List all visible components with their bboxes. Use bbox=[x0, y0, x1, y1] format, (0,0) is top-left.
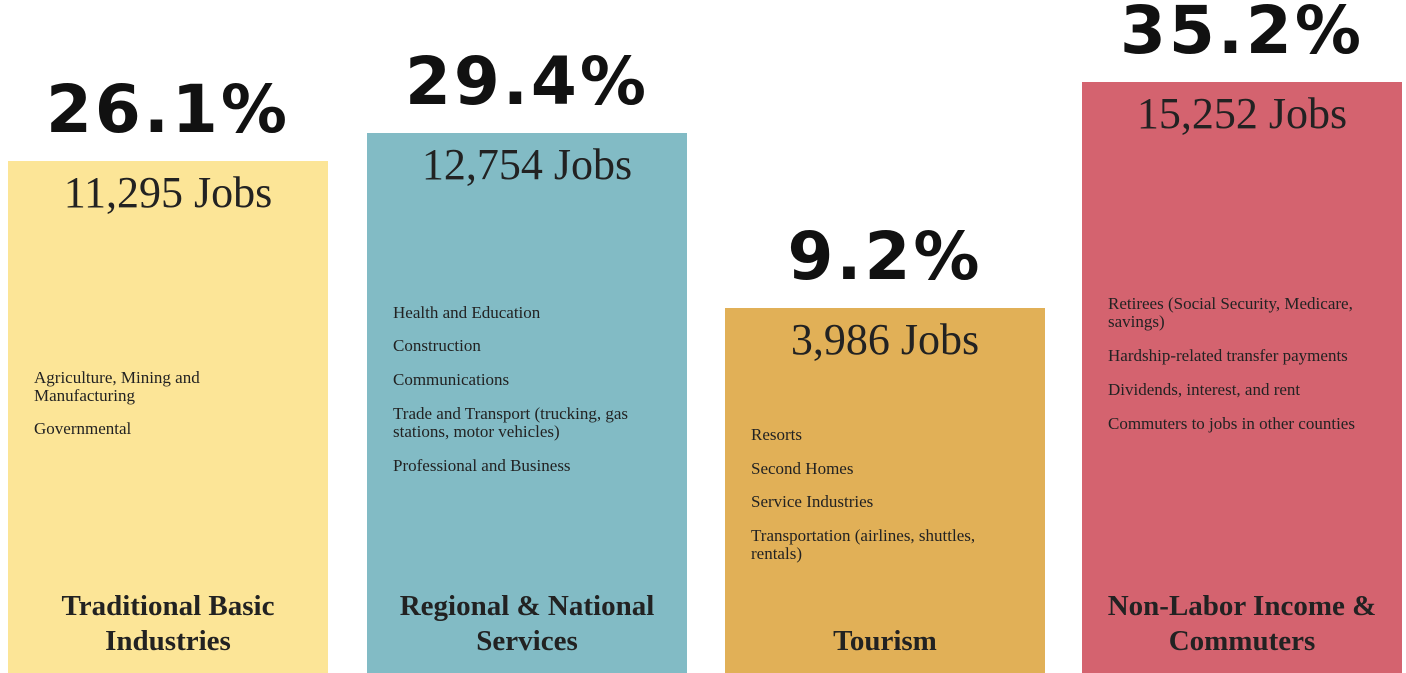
bar: 15,252 Jobs Retirees (Social Security, Me… bbox=[1082, 82, 1402, 673]
jobs-label: 15,252 Jobs bbox=[1136, 89, 1348, 139]
item: Service Industries bbox=[751, 492, 874, 512]
jobs-label: 3,986 Jobs bbox=[790, 315, 980, 365]
item: Governmental bbox=[34, 419, 132, 439]
category-label: Traditional Basic Industries bbox=[61, 590, 275, 658]
bar: 11,295 Jobs Agriculture, Mining and Manuf… bbox=[8, 161, 328, 673]
item-list: Retirees (Social Security, Medicare, sav… bbox=[1082, 139, 1402, 590]
category-label: Regional & National Services bbox=[399, 590, 655, 658]
value-label: 26.1% bbox=[46, 71, 290, 149]
item-list: Health and Education Construction Communic… bbox=[367, 189, 687, 590]
value-label: 29.4% bbox=[405, 42, 649, 120]
item: Professional and Business bbox=[393, 455, 571, 475]
item: Resorts bbox=[751, 424, 802, 444]
jobs-label: 12,754 Jobs bbox=[421, 139, 633, 189]
column: 29.4% 12,754 Jobs Health and Education Cons… bbox=[367, 43, 687, 673]
bar: 12,754 Jobs Health and Education Construct… bbox=[367, 132, 687, 673]
item: Agriculture, Mining and Manufacturing bbox=[34, 367, 200, 405]
item: Dividends, interest, and rent bbox=[1108, 379, 1301, 399]
column: 26.1% 11,295 Jobs Agriculture, Mining and … bbox=[8, 71, 328, 673]
item-list: Agriculture, Mining and Manufacturing Gov… bbox=[8, 218, 328, 590]
jobs-label: 11,295 Jobs bbox=[63, 168, 273, 218]
value-label: 35.2% bbox=[1120, 0, 1364, 70]
column: 9.2% 3,986 Jobs Resorts Second Homes Service… bbox=[725, 218, 1045, 673]
item: Hardship-related transfer payments bbox=[1108, 346, 1348, 366]
item: Retirees (Social Security, Medicare, sav… bbox=[1108, 294, 1353, 332]
item: Transportation (airlines, shuttles, rent… bbox=[751, 526, 976, 564]
value-label: 9.2% bbox=[787, 218, 983, 296]
item: Second Homes bbox=[751, 458, 854, 478]
category-label: Non-Labor Income & Commuters bbox=[1107, 590, 1377, 658]
item: Construction bbox=[393, 336, 481, 356]
item: Health and Education bbox=[393, 302, 541, 322]
category-label: Tourism bbox=[833, 625, 937, 658]
bar: 3,986 Jobs Resorts Second Homes Service Ind… bbox=[725, 308, 1045, 673]
item-list: Resorts Second Homes Service Industries Tra… bbox=[725, 364, 1045, 624]
column: 35.2% 15,252 Jobs Retirees (Social Securit… bbox=[1082, 0, 1402, 673]
item: Commuters to jobs in other counties bbox=[1108, 413, 1355, 433]
item: Trade and Transport (trucking, gas stati… bbox=[393, 404, 628, 441]
item: Communications bbox=[393, 370, 510, 390]
